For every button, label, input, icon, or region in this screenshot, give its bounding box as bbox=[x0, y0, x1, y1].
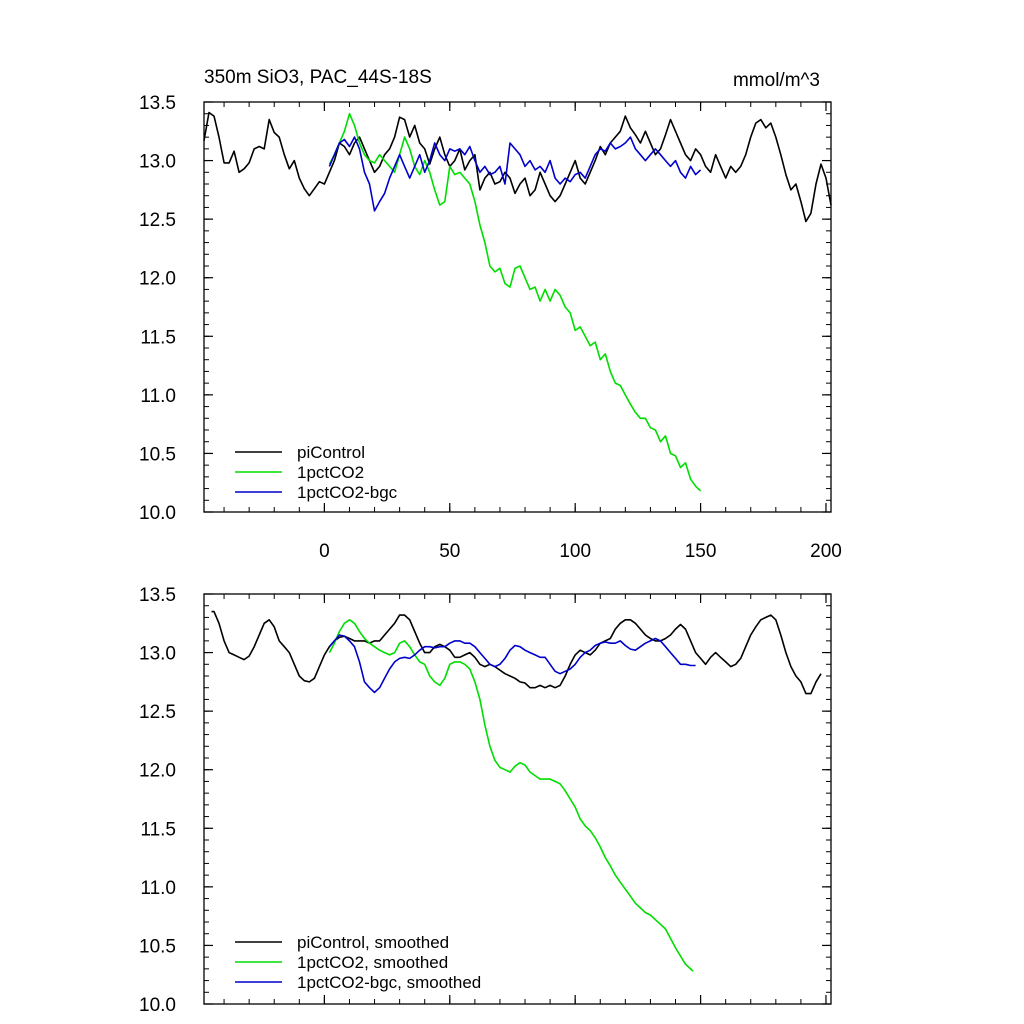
legend-label-2: 1pctCO2-bgc, smoothed bbox=[297, 973, 481, 992]
y-tick-label: 13.5 bbox=[139, 585, 176, 606]
y-tick-label: 10.0 bbox=[139, 503, 176, 524]
legend-label-0: piControl, smoothed bbox=[297, 933, 449, 952]
series-line-1 bbox=[328, 618, 694, 972]
bottom-panel: 10.0 10.5 11.0 11.5 12.0 12.5 13.0 13.5 piContr… bbox=[139, 585, 832, 1016]
y-tick-label: 10.5 bbox=[139, 444, 176, 465]
y-tick-label: 12.5 bbox=[139, 702, 176, 723]
x-tick-label: 50 bbox=[439, 541, 460, 562]
y-tick-label: 13.0 bbox=[139, 644, 176, 665]
x-tick-label: 0 bbox=[319, 541, 330, 562]
bottom-plot-frame bbox=[203, 593, 832, 1005]
top-plot-frame bbox=[203, 101, 832, 513]
legend-label-1: 1pctCO2 bbox=[297, 463, 364, 482]
series-line-0 bbox=[203, 111, 832, 223]
y-tick-label: 10.5 bbox=[139, 936, 176, 957]
chart-title: 350m SiO3, PAC_44S-18S bbox=[204, 67, 432, 88]
top-axis-ticks: 10.0 10.5 11.0 11.5 12.0 12.5 13.0 13.5 0 50 100 15… bbox=[139, 93, 842, 562]
top-panel: 350m SiO3, PAC_44S-18S mmol/m^3 10.0 10.5… bbox=[139, 67, 842, 562]
top-series-lines bbox=[203, 111, 832, 492]
y-tick-label: 10.0 bbox=[139, 995, 176, 1016]
legend-label-0: piControl bbox=[297, 443, 365, 462]
legend-label-1: 1pctCO2, smoothed bbox=[297, 953, 448, 972]
y-tick-label: 11.5 bbox=[140, 819, 176, 840]
y-tick-label: 12.0 bbox=[139, 269, 176, 290]
series-line-0 bbox=[211, 610, 822, 695]
series-line-1 bbox=[328, 112, 702, 492]
x-tick-label: 150 bbox=[685, 541, 717, 562]
y-tick-label: 11.5 bbox=[140, 327, 176, 348]
y-tick-label: 11.0 bbox=[140, 878, 176, 899]
series-line-2 bbox=[328, 136, 702, 212]
y-tick-label: 11.0 bbox=[140, 386, 176, 407]
y-tick-label: 12.0 bbox=[139, 761, 176, 782]
legend-label-2: 1pctCO2-bgc bbox=[297, 483, 398, 502]
units-label: mmol/m^3 bbox=[733, 70, 820, 91]
y-tick-label: 13.0 bbox=[139, 152, 176, 173]
y-tick-label: 13.5 bbox=[139, 93, 176, 114]
y-tick-label: 12.5 bbox=[139, 210, 176, 231]
series-line-2 bbox=[328, 634, 696, 694]
x-tick-label: 100 bbox=[559, 541, 591, 562]
x-tick-label: 200 bbox=[810, 541, 842, 562]
bottom-axis-ticks: 10.0 10.5 11.0 11.5 12.0 12.5 13.0 13.5 bbox=[139, 585, 831, 1016]
bottom-series-lines bbox=[211, 610, 822, 972]
